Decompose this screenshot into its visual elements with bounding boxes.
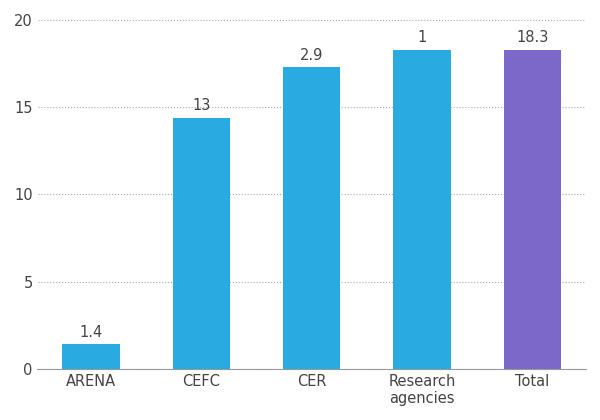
Bar (62, 344, 120, 369)
Text: 1: 1 (418, 30, 427, 45)
Text: 13: 13 (192, 98, 211, 113)
Text: 1.4: 1.4 (80, 325, 103, 340)
Bar (283, 67, 340, 369)
Text: 2.9: 2.9 (300, 47, 323, 63)
Bar (504, 50, 561, 369)
Bar (173, 118, 230, 369)
Bar (394, 50, 451, 369)
Text: 18.3: 18.3 (516, 30, 548, 45)
